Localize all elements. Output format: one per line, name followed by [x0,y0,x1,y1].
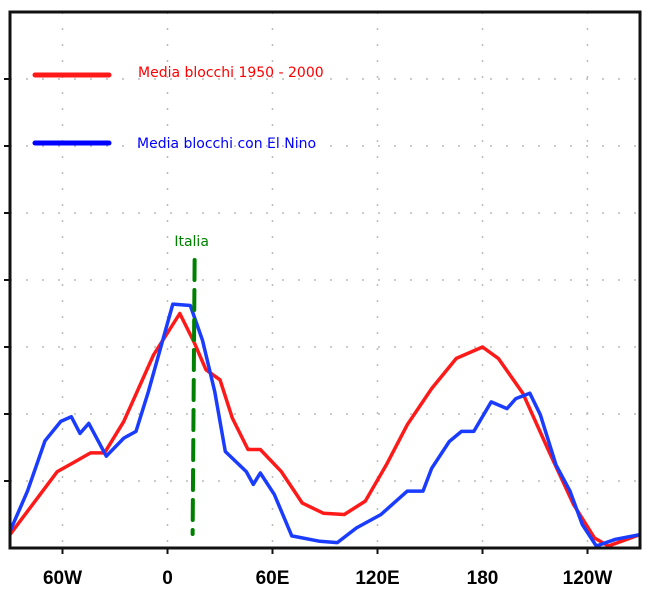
grid [10,12,640,548]
x-tick-label: 60W [43,568,82,589]
series-lines [8,302,641,548]
series-line-1 [8,302,641,548]
x-tick-label: 180 [467,568,499,589]
x-tick-label: 120W [563,568,613,589]
legend-label-blue: Media blocchi con El Nino [137,136,316,152]
italia-label: Italia [174,234,209,250]
series-line-0 [8,311,641,548]
legend-label-red: Media blocchi 1950 - 2000 [138,65,324,81]
italia-marker-line [190,258,197,536]
axis-ticks: 60W 0 60E 120E 180 120W [4,78,613,589]
x-tick-label: 0 [162,568,173,589]
x-tick-label: 120E [355,568,399,589]
x-tick-label: 60E [256,568,290,589]
legend: Media blocchi 1950 - 2000 Media blocchi … [32,65,324,152]
plot-frame [8,10,642,550]
